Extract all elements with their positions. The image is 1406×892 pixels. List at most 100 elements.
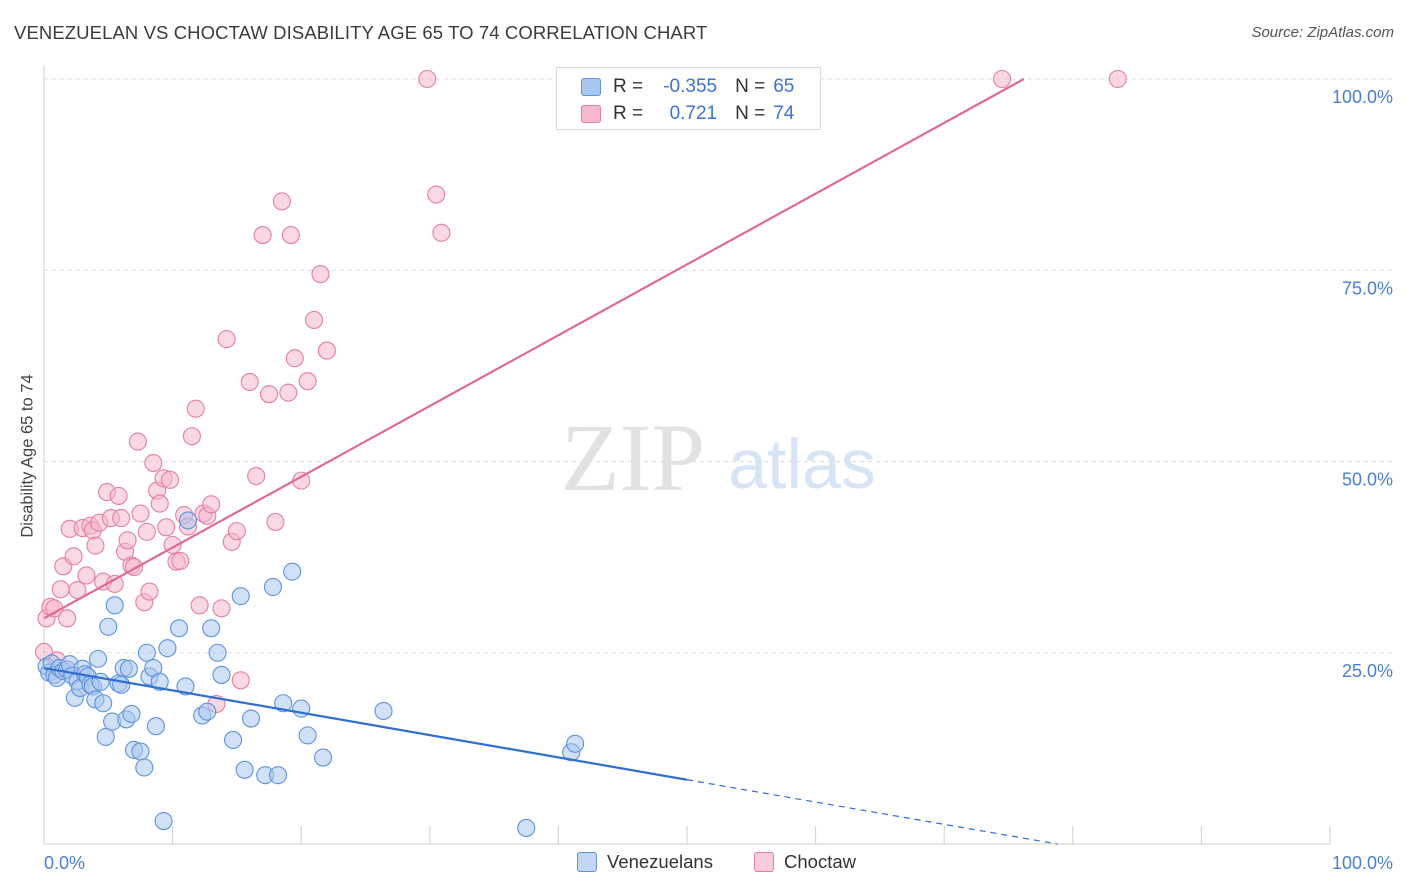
watermark-zip: ZIP xyxy=(561,404,705,511)
choctaw-point xyxy=(157,518,176,537)
choctaw-point xyxy=(1108,69,1127,89)
choctaw-point xyxy=(86,536,105,555)
venezuelan-point xyxy=(235,760,254,779)
legend-r-label: R = xyxy=(613,103,644,124)
venezuelan-point xyxy=(105,596,124,615)
venezuelan-point xyxy=(150,672,169,691)
venezuelan-point xyxy=(298,726,317,745)
venezuelan-point xyxy=(94,694,113,713)
watermark: ZIP atlas xyxy=(561,404,876,511)
choctaw-point xyxy=(272,192,291,211)
venezuelan-point xyxy=(269,766,288,785)
venezuelan-point xyxy=(517,818,536,837)
y-tick-label: 25.0% xyxy=(1342,661,1393,681)
choctaw-point xyxy=(77,566,96,585)
chart-title: VENEZUELAN VS CHOCTAW DISABILITY AGE 65 … xyxy=(14,22,708,43)
source-label: Source: ZipAtlas.com xyxy=(1251,24,1394,41)
choctaw-point xyxy=(279,383,298,402)
choctaw-point xyxy=(182,427,201,446)
venezuelan-point xyxy=(137,643,156,662)
choctaw-point xyxy=(266,512,285,531)
data-points xyxy=(34,69,1127,837)
choctaw-point xyxy=(240,372,259,391)
choctaw-point xyxy=(160,470,180,489)
venezuelan-point xyxy=(274,694,293,713)
choctaw-point xyxy=(253,226,272,245)
axes xyxy=(43,66,1331,845)
legend: R = -0.355 N = 65 R = 0.721 N = 74 xyxy=(556,67,821,130)
choctaw-point xyxy=(58,609,77,628)
choctaw-point xyxy=(150,494,169,513)
venezuelan-point xyxy=(158,639,177,658)
y-tick-label: 50.0% xyxy=(1342,470,1393,490)
legend-label-venezuelans: Venezuelans xyxy=(607,851,713,872)
legend-swatch-pink xyxy=(581,105,601,123)
watermark-atlas: atlas xyxy=(728,425,876,503)
choctaw-point xyxy=(317,341,336,360)
choctaw-point xyxy=(427,185,446,204)
tick-labels: 25.0% 50.0% 75.0% 100.0% 0.0% 100.0% xyxy=(44,87,1393,873)
legend-n-value: 65 xyxy=(773,76,795,97)
legend-row-choctaw: R = 0.721 N = 74 xyxy=(581,101,794,127)
choctaw-point xyxy=(190,596,209,615)
choctaw-point xyxy=(112,509,131,528)
venezuelan-point xyxy=(154,811,173,831)
choctaw-point xyxy=(247,466,266,486)
choctaw-point xyxy=(186,399,205,418)
choctaw-point xyxy=(64,547,83,566)
venezuelan-point xyxy=(566,734,585,753)
legend-row-venezuelans: R = -0.355 N = 65 xyxy=(581,74,794,100)
venezuelan-point xyxy=(314,748,333,767)
choctaw-point xyxy=(217,330,236,349)
grid-lines xyxy=(44,78,1395,654)
choctaw-point xyxy=(993,69,1012,89)
legend-swatch-pink xyxy=(754,852,774,872)
choctaw-point xyxy=(131,504,150,523)
choctaw-point xyxy=(231,671,250,690)
choctaw-trend-line xyxy=(43,78,1025,620)
trend-lines xyxy=(43,78,1058,845)
legend-swatch-blue xyxy=(581,78,601,96)
legend-item-choctaw: Choctaw xyxy=(754,851,856,873)
venezuelan-point xyxy=(212,665,231,684)
y-tick-label: 100.0% xyxy=(1332,87,1393,107)
venezuelan-point xyxy=(169,619,189,638)
legend-r-value: 0.721 xyxy=(669,103,718,124)
venezuelan-point xyxy=(176,677,195,696)
venezuelan-trend-line xyxy=(43,666,688,781)
x-tick-label: 0.0% xyxy=(44,853,85,873)
choctaw-point xyxy=(202,495,221,514)
x-tick-label: 100.0% xyxy=(1332,853,1393,873)
choctaw-point xyxy=(137,522,156,541)
venezuelan-point xyxy=(223,730,243,750)
venezuelan-point xyxy=(131,742,150,761)
choctaw-point xyxy=(259,385,279,404)
bottom-legend: Venezuelans Choctaw xyxy=(0,851,1406,877)
choctaw-point xyxy=(212,599,231,618)
venezuelan-point xyxy=(178,511,198,530)
legend-item-venezuelans: Venezuelans xyxy=(577,851,713,873)
y-tick-label: 75.0% xyxy=(1342,278,1393,298)
venezuelan-point xyxy=(202,619,221,638)
choctaw-point xyxy=(68,580,87,600)
venezuelan-point xyxy=(283,562,302,581)
venezuelan-point xyxy=(241,709,261,728)
choctaw-point xyxy=(140,582,159,601)
choctaw-point xyxy=(118,531,137,550)
choctaw-point xyxy=(227,522,246,541)
legend-n-label: N = xyxy=(735,76,766,97)
venezuelan-point xyxy=(263,577,282,597)
choctaw-point xyxy=(281,226,300,245)
venezuelan-point xyxy=(208,643,227,662)
choctaw-point xyxy=(171,551,190,571)
legend-r-value: -0.355 xyxy=(663,76,718,97)
legend-swatch-blue xyxy=(577,852,597,872)
venezuelan-point xyxy=(88,649,108,668)
legend-label-choctaw: Choctaw xyxy=(784,851,856,872)
legend-n-label: N = xyxy=(735,103,766,124)
choctaw-point xyxy=(432,223,451,242)
venezuelan-point xyxy=(112,675,131,694)
choctaw-point xyxy=(109,486,128,505)
venezuelan-point xyxy=(119,659,138,678)
choctaw-point xyxy=(298,372,317,391)
